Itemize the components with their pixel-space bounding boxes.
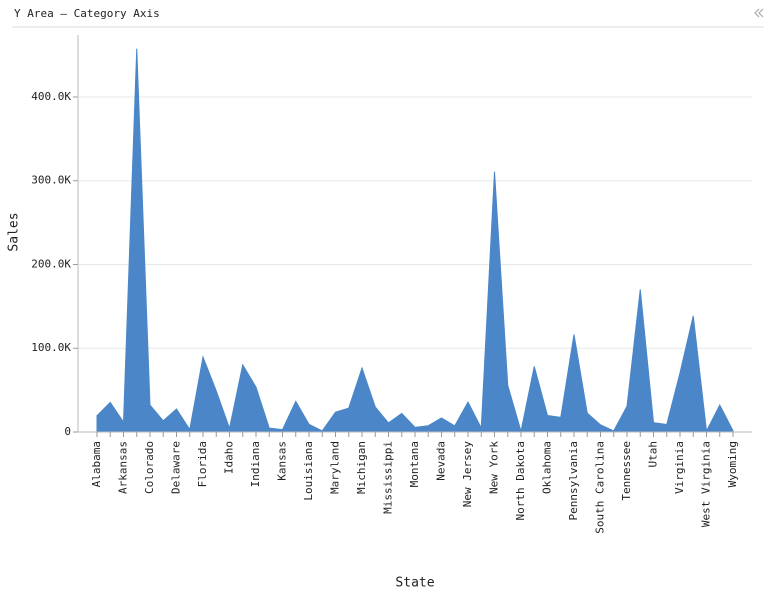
x-tick-label: Arkansas xyxy=(117,441,130,494)
area xyxy=(96,48,734,433)
x-tick-label: Michigan xyxy=(355,441,368,494)
y-tick-label: 400.0K xyxy=(31,90,71,103)
y-tick-label: 0 xyxy=(64,425,71,438)
x-axis-label: State xyxy=(395,576,434,591)
x-tick-label: Virginia xyxy=(673,441,686,494)
x-tick-label: Alabama xyxy=(90,441,103,487)
x-tick-label: Utah xyxy=(647,441,660,468)
x-tick-label: North Dakota xyxy=(514,441,527,520)
x-tick-label: Pennsylvania xyxy=(567,441,580,520)
x-tick-label: Louisiana xyxy=(302,441,315,501)
y-axis-label: Sales xyxy=(7,212,22,251)
x-tick-label: Wyoming xyxy=(726,441,739,487)
panel-title: Y Area – Category Axis xyxy=(14,7,160,20)
x-tick-label: Tennessee xyxy=(620,441,633,501)
x-tick-label: New York xyxy=(488,441,501,494)
x-tick-label: Kansas xyxy=(276,441,289,481)
x-tick-label: South Carolina xyxy=(594,441,607,534)
x-tick-label: Maryland xyxy=(329,441,342,494)
x-tick-label: Mississippi xyxy=(382,441,395,514)
collapse-icon[interactable] xyxy=(754,8,764,18)
x-tick-label: Florida xyxy=(196,441,209,487)
x-tick-label: New Jersey xyxy=(461,441,474,508)
x-tick-label: Indiana xyxy=(249,441,262,487)
x-tick-label: Colorado xyxy=(143,441,156,494)
y-tick-label: 200.0K xyxy=(31,257,71,270)
x-tick-label: Nevada xyxy=(435,441,448,481)
x-tick-label: Delaware xyxy=(170,441,183,494)
x-tick-label: Oklahoma xyxy=(541,441,554,494)
y-tick-label: 300.0K xyxy=(31,174,71,187)
y-tick-label: 100.0K xyxy=(31,341,71,354)
x-tick-label: West Virginia xyxy=(700,441,713,527)
x-tick-label: Idaho xyxy=(223,441,236,474)
x-tick-label: Montana xyxy=(408,441,421,487)
